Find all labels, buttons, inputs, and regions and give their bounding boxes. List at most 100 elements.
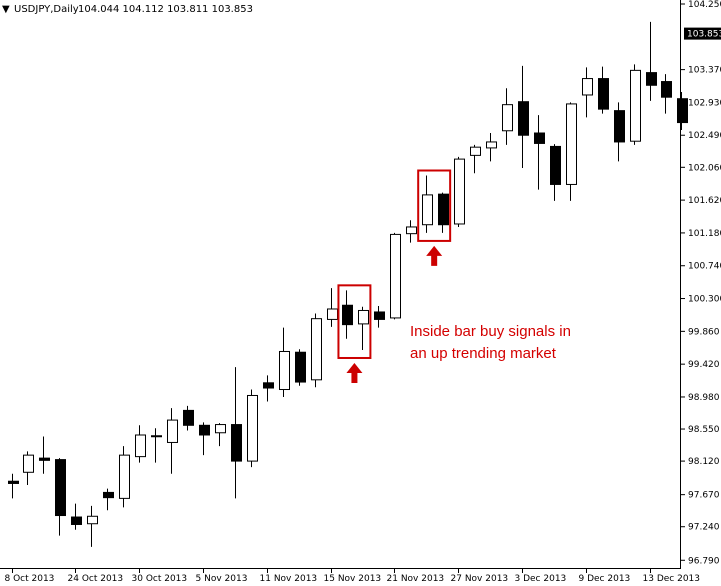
x-tick-label: 9 Dec 2013 <box>579 574 631 584</box>
candle <box>55 458 66 536</box>
candle <box>358 306 369 350</box>
candle-body <box>534 132 545 144</box>
candle <box>454 156 465 227</box>
candle-body <box>55 459 66 517</box>
candle-body <box>661 81 672 98</box>
y-tick-label: 101.620 <box>688 196 721 206</box>
candle-body <box>247 394 258 462</box>
candle <box>327 288 338 327</box>
candle-body <box>614 110 625 143</box>
x-tick-label: 21 Nov 2013 <box>387 574 445 584</box>
candle-body <box>438 193 449 226</box>
candle-body <box>566 103 577 185</box>
candle-body <box>502 104 513 132</box>
x-tick-label: 3 Dec 2013 <box>515 574 567 584</box>
time-axis: 8 Oct 2013 24 Oct 2013 30 Oct 2013 5 Nov 20… <box>5 569 701 584</box>
candle <box>661 74 672 114</box>
x-tick-label: 8 Oct 2013 <box>5 574 55 584</box>
y-tick-label: 99.860 <box>688 327 720 337</box>
annotation-line-2: an up trending market <box>410 345 557 362</box>
y-tick-label: 98.550 <box>688 425 720 435</box>
candle-body <box>183 409 194 426</box>
candle <box>8 473 19 499</box>
candle <box>374 305 385 328</box>
candle-body <box>103 491 114 499</box>
candle <box>71 503 82 530</box>
candle-body <box>263 382 274 389</box>
y-tick-label: 104.250 <box>688 0 721 10</box>
candle-body <box>677 98 688 124</box>
y-tick-label: 99.420 <box>688 360 720 370</box>
candle-body <box>454 158 465 225</box>
y-tick-label: 98.980 <box>688 393 720 403</box>
candle <box>614 102 625 162</box>
candle-body <box>135 434 146 458</box>
header-arrow: ▼ <box>2 4 10 15</box>
y-tick-label: 101.180 <box>688 229 721 239</box>
candle <box>23 451 34 485</box>
candle-body <box>215 424 226 434</box>
candle <box>630 64 641 145</box>
candle <box>39 436 50 474</box>
candle-body <box>8 480 19 484</box>
x-tick-label: 5 Nov 2013 <box>196 574 248 584</box>
x-tick-label: 27 Nov 2013 <box>451 574 509 584</box>
candle-body <box>87 515 98 525</box>
candle <box>247 389 258 468</box>
candle <box>486 133 497 162</box>
up-arrow-icon <box>346 362 363 383</box>
candle <box>199 422 210 456</box>
candle <box>87 505 98 547</box>
candle <box>550 144 561 201</box>
candle <box>438 192 449 233</box>
candle-body <box>518 101 529 136</box>
candle <box>390 232 401 320</box>
candle-body <box>390 233 401 319</box>
x-tick-label: 13 Dec 2013 <box>643 574 701 584</box>
header-symbol: USDJPY,Daily <box>14 4 79 15</box>
y-tick-label: 102.930 <box>688 98 721 108</box>
candle <box>183 405 194 431</box>
candle-body <box>470 146 481 156</box>
candle <box>582 67 593 118</box>
candle <box>470 144 481 174</box>
candle-body <box>550 145 561 185</box>
y-tick-label: 97.240 <box>688 523 720 533</box>
candle <box>295 349 306 386</box>
y-tick-label: 97.670 <box>688 491 720 501</box>
candle <box>534 115 545 190</box>
candle <box>646 21 657 101</box>
price-axis: 104.250 103.370 102.930 102.490 102.060 101.6… <box>681 0 721 566</box>
x-tick-label: 11 Nov 2013 <box>260 574 318 584</box>
candle-body <box>167 419 178 443</box>
candle-body <box>342 304 353 326</box>
highlights-layer <box>337 169 452 383</box>
current-price-label: 103.853 <box>687 30 721 40</box>
candle-body <box>598 78 609 110</box>
candle-body <box>39 457 50 461</box>
candle-body <box>374 311 385 320</box>
candle-body <box>279 350 290 391</box>
candle <box>422 175 433 233</box>
candle-body <box>295 351 306 383</box>
candle-body <box>358 309 369 325</box>
candle <box>518 65 529 169</box>
candle-body <box>327 308 338 320</box>
candle <box>598 66 609 114</box>
candle <box>135 425 146 463</box>
x-tick-label: 24 Oct 2013 <box>68 574 124 584</box>
candle-body <box>422 194 433 226</box>
candle-body <box>582 78 593 96</box>
x-tick-label: 15 Nov 2013 <box>324 574 382 584</box>
candle-body <box>151 435 162 438</box>
candle <box>167 408 178 474</box>
candle <box>677 91 688 131</box>
candle <box>342 290 353 339</box>
candle <box>215 423 226 447</box>
candle <box>502 88 513 145</box>
candle-body <box>646 72 657 86</box>
candle-body <box>311 318 322 381</box>
candle-body <box>23 454 34 473</box>
y-tick-label: 100.300 <box>688 295 721 305</box>
